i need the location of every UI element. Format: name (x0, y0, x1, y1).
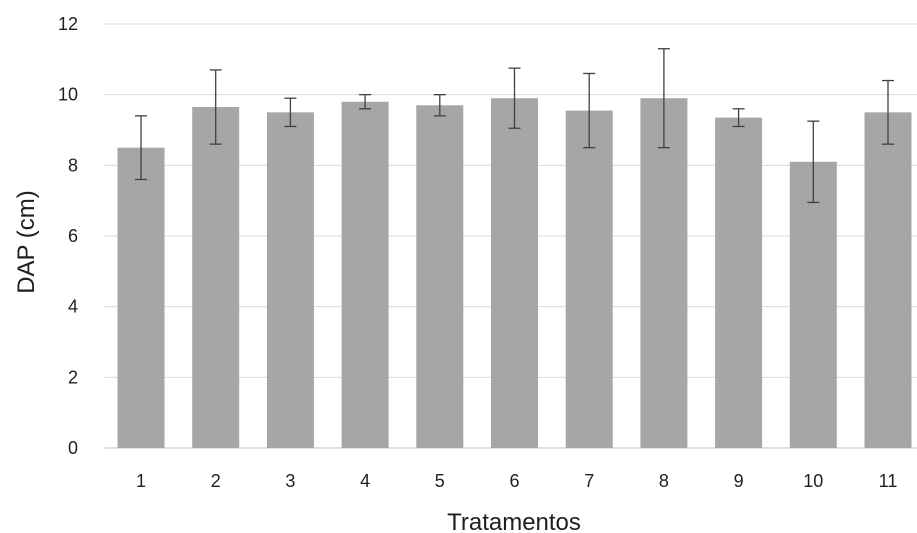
error-bar (882, 79, 894, 145)
y-tick-label: 10 (58, 85, 78, 105)
x-tick-labels: 1 2 3 4 5 6 7 8 9 10 11 (136, 471, 897, 491)
error-bar (359, 94, 372, 110)
error-bars (135, 48, 894, 204)
bars (117, 98, 912, 449)
bar (565, 110, 613, 449)
y-tick-label: 8 (68, 155, 78, 175)
x-tick-label: 6 (509, 471, 519, 491)
bar (416, 105, 464, 449)
x-tick-label: 1 (136, 471, 146, 491)
x-tick-label: 11 (879, 471, 898, 491)
error-bar (508, 67, 521, 129)
error-bar (583, 72, 596, 149)
y-tick-labels: 0 2 4 6 8 10 12 (58, 14, 78, 458)
error-bar (657, 48, 670, 149)
bar (640, 98, 688, 448)
y-tick-label: 2 (68, 367, 78, 387)
bar (117, 147, 165, 448)
error-bar (135, 115, 147, 181)
bar (789, 161, 837, 449)
bar (715, 117, 763, 448)
x-tick-label: 5 (435, 471, 445, 491)
bar (864, 112, 912, 448)
x-tick-label: 10 (803, 471, 823, 491)
y-tick-label: 0 (68, 438, 78, 458)
error-bar (209, 69, 222, 145)
y-tick-label: 4 (68, 297, 78, 317)
x-tick-label: 3 (285, 471, 295, 491)
y-tick-label: 12 (58, 14, 78, 34)
error-bar (807, 120, 820, 204)
bar (266, 112, 314, 448)
error-bar (284, 97, 297, 128)
x-tick-label: 9 (734, 471, 744, 491)
bar (192, 107, 240, 449)
x-tick-label: 2 (211, 471, 221, 491)
y-tick-label: 6 (68, 226, 78, 246)
x-tick-label: 8 (659, 471, 669, 491)
error-bar (433, 94, 446, 117)
x-tick-label: 4 (360, 471, 370, 491)
x-tick-label: 7 (584, 471, 594, 491)
y-axis-title: DAP (cm) (13, 190, 40, 294)
bar (341, 101, 389, 448)
bar (491, 98, 538, 448)
error-bar (732, 108, 745, 128)
x-axis-title: Tratamentos (447, 509, 581, 533)
